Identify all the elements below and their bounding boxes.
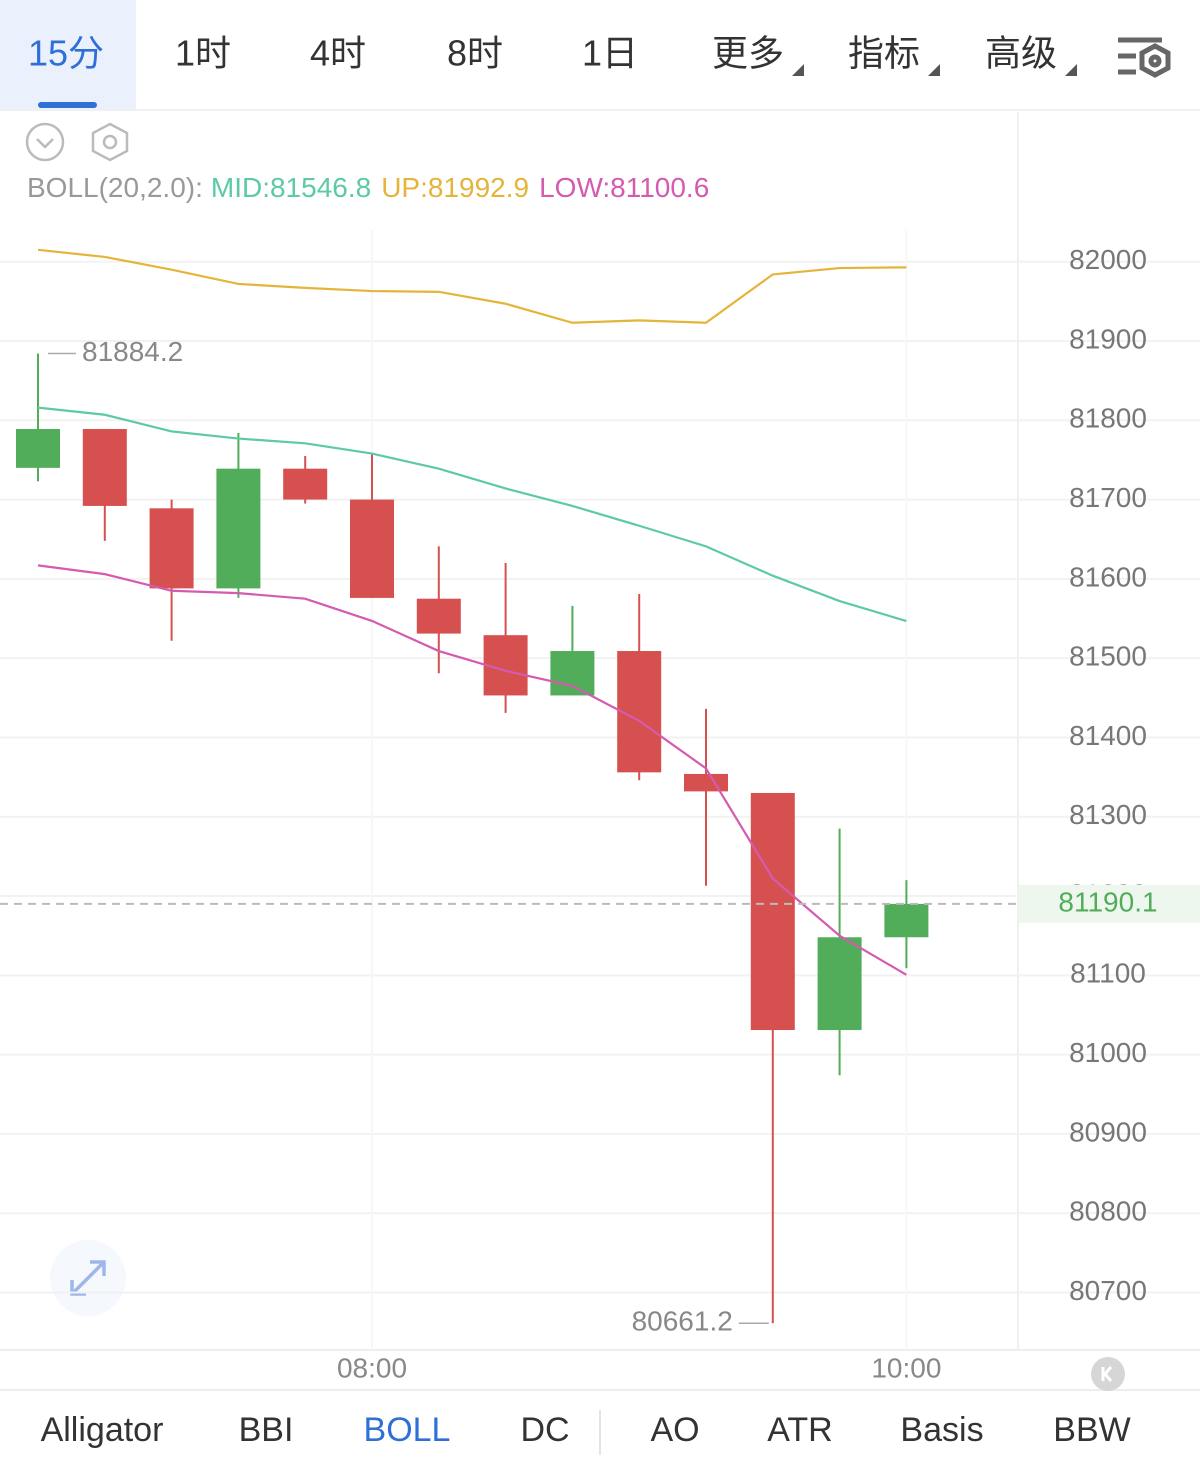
indicator-tab[interactable]: AO xyxy=(650,1411,699,1449)
expand-icon xyxy=(70,1260,106,1296)
boll-line xyxy=(37,248,907,324)
timeframe-tab[interactable]: 8时 xyxy=(447,33,503,74)
indicator-tab[interactable]: BBI xyxy=(239,1411,294,1449)
timeframe-tab[interactable]: 更多 xyxy=(712,33,784,74)
x-tick-label: 10:00 xyxy=(871,1352,941,1383)
icon-dot xyxy=(1148,54,1162,68)
candle-body xyxy=(550,651,595,696)
settings-icon[interactable] xyxy=(1118,37,1171,78)
scroll-latest-button[interactable] xyxy=(1091,1357,1125,1391)
candle-body xyxy=(350,499,394,598)
icon-hex xyxy=(1139,43,1171,78)
high-label: 81884.2 xyxy=(82,336,183,367)
candle-body xyxy=(283,468,328,500)
candle-body xyxy=(750,792,795,1031)
candle-body xyxy=(216,468,261,589)
legend-low: LOW:81100.6 xyxy=(539,172,709,203)
candle-body xyxy=(684,773,728,792)
y-tick-label: 81300 xyxy=(1069,799,1147,830)
timeframe-tab[interactable]: 1时 xyxy=(175,33,231,74)
timeframe-tab[interactable]: 高级 xyxy=(985,33,1057,74)
timeframe-tab[interactable]: 15分 xyxy=(28,33,104,74)
y-tick-label: 81700 xyxy=(1069,482,1147,513)
current-price-box xyxy=(1019,884,1200,923)
y-tick-label: 81800 xyxy=(1069,403,1147,434)
active-tab-indicator xyxy=(38,102,97,108)
icon-line xyxy=(72,1261,105,1294)
candle-body xyxy=(82,429,127,506)
active-tab-bg xyxy=(0,0,136,110)
indicator-tab[interactable]: BBW xyxy=(1053,1411,1130,1449)
y-tick-label: 81900 xyxy=(1069,323,1147,354)
y-tick-label: 80700 xyxy=(1069,1275,1147,1306)
indicator-settings-icon[interactable] xyxy=(91,122,129,162)
indicator-tab[interactable]: ATR xyxy=(767,1411,832,1449)
y-tick-label: 81400 xyxy=(1069,720,1147,751)
indicator-tab[interactable]: Basis xyxy=(900,1411,983,1449)
y-tick-label: 81500 xyxy=(1069,641,1147,672)
current-price-label: 81190.1 xyxy=(1058,886,1157,917)
candle-body xyxy=(16,429,60,468)
low-label: 80661.2 xyxy=(632,1306,733,1337)
dropdown-mark xyxy=(928,64,940,76)
candle-body xyxy=(617,651,662,773)
legend-up: UP:81992.9 xyxy=(381,172,529,203)
legend-mid: MID:81546.8 xyxy=(211,172,371,203)
timeframe-tab[interactable]: 4时 xyxy=(310,33,366,74)
dropdown-mark xyxy=(792,64,804,76)
indicator-legend: BOLL(20,2.0): MID:81546.8 UP:81992.9 LOW:81… xyxy=(27,172,709,203)
y-tick-label: 81600 xyxy=(1069,561,1147,592)
timeframe-tab[interactable]: 1日 xyxy=(582,33,638,74)
x-tick-label: 08:00 xyxy=(337,1352,407,1383)
indicator-name: BOLL(20,2.0): xyxy=(27,172,203,203)
icon-arrow xyxy=(90,1260,106,1276)
boll-line xyxy=(37,564,907,976)
candle-body xyxy=(416,598,461,634)
collapse-icon[interactable] xyxy=(25,122,65,162)
candle-body xyxy=(817,937,862,1031)
y-tick-label: 81000 xyxy=(1069,1037,1147,1068)
indicator-tab[interactable]: BOLL xyxy=(364,1411,451,1449)
candle-body xyxy=(483,635,528,696)
y-tick-label: 81100 xyxy=(1070,958,1146,989)
indicator-tab[interactable]: Alligator xyxy=(41,1411,164,1449)
boll-line xyxy=(37,406,907,623)
candle-body xyxy=(884,903,929,938)
y-tick-label: 82000 xyxy=(1069,244,1147,275)
timeframe-tab[interactable]: 指标 xyxy=(848,33,920,74)
scroll-latest-icon xyxy=(1103,1366,1113,1382)
y-tick-label: 80800 xyxy=(1069,1196,1147,1227)
dropdown-mark xyxy=(1065,64,1077,76)
indicator-settings-dot xyxy=(102,134,118,150)
icon-arrow xyxy=(70,1280,86,1296)
candle-body xyxy=(149,508,194,589)
y-tick-label: 80900 xyxy=(1069,1116,1147,1147)
indicator-tab[interactable]: DC xyxy=(520,1411,569,1449)
collapse-chevron xyxy=(36,138,54,149)
